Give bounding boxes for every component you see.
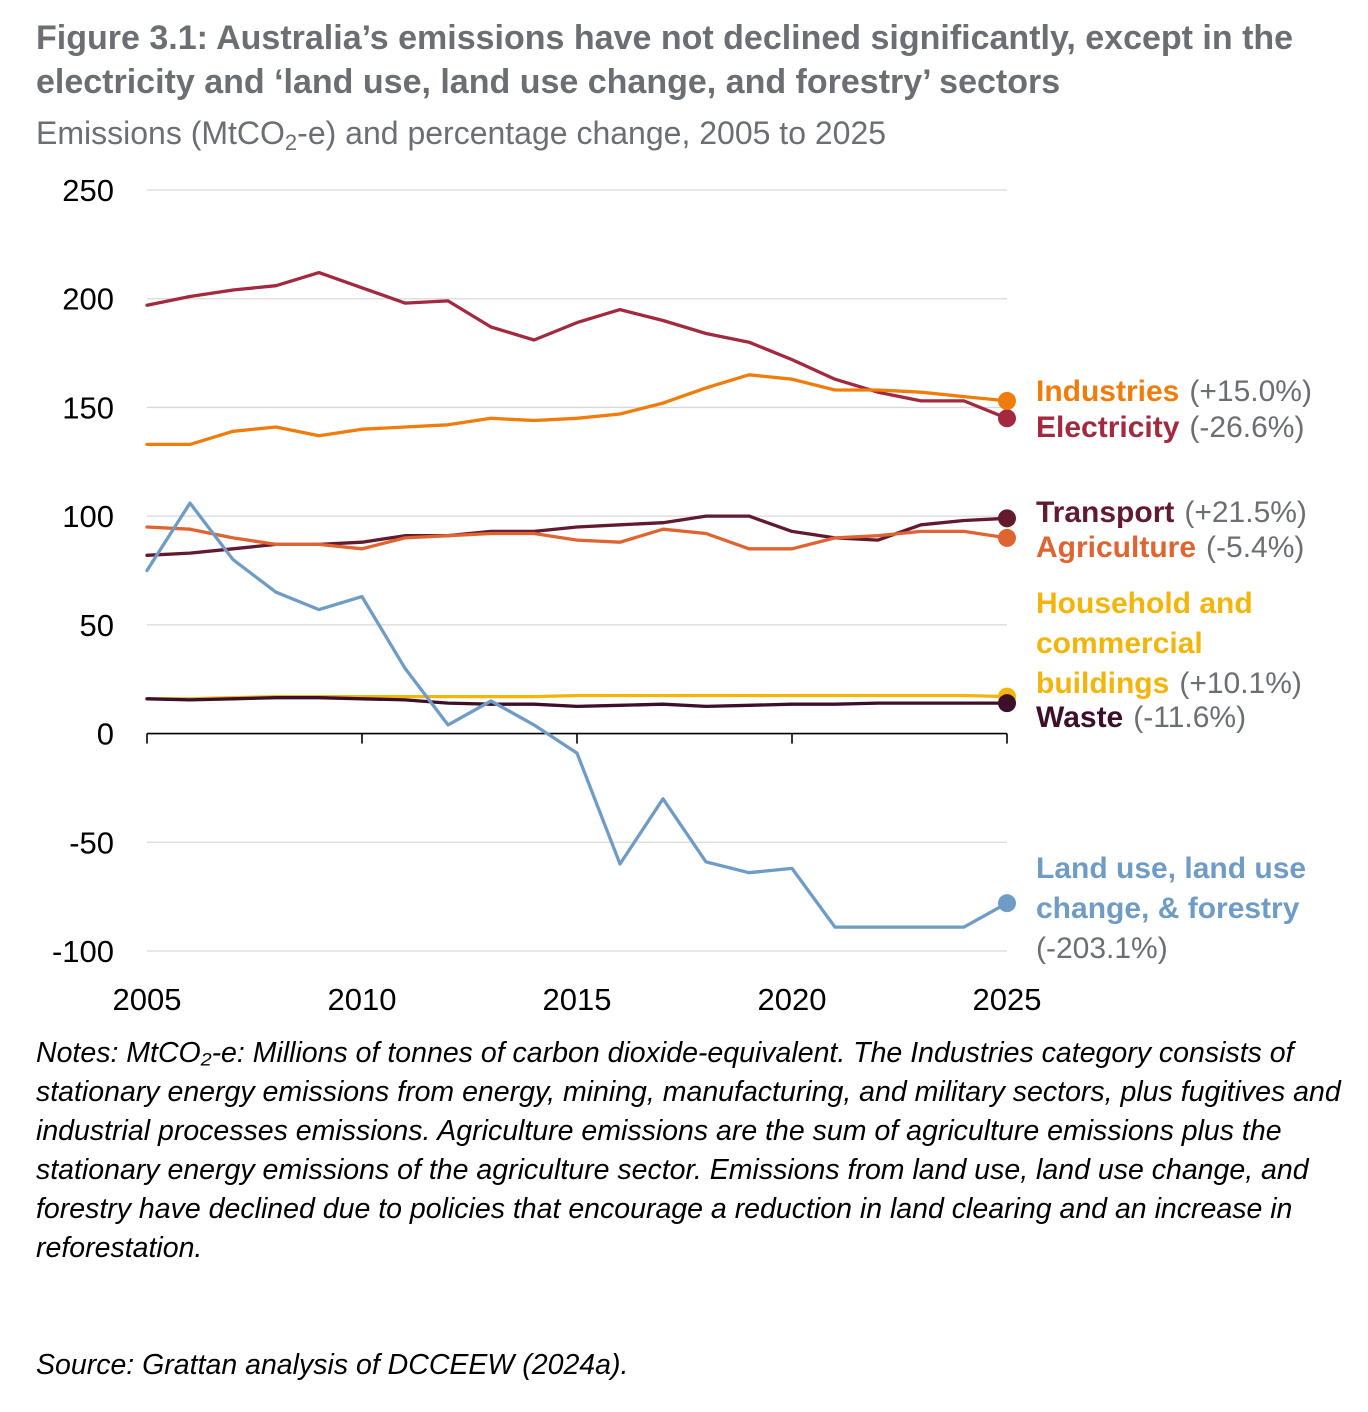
series-name-line: Land use, land use [1036,852,1306,885]
y-tick-label: 150 [62,390,114,425]
series-name-line: Household and [1036,587,1253,620]
x-tick-label: 2010 [328,982,397,1017]
chart-notes: Notes: MtCO₂-e: Millions of tonnes of ca… [36,1037,1341,1264]
series-end-marker-5 [998,694,1016,713]
x-tick-label: 2025 [973,982,1042,1017]
series-line-3 [145,525,1009,551]
x-tick-label: 2015 [543,982,612,1017]
series-name-line: Transport [1036,496,1174,529]
subtitle-part-2: -e) and percentage change, 2005 to 2025 [297,115,887,151]
series-name-line: Electricity [1036,411,1180,444]
series-change: (+15.0%) [1189,375,1312,408]
y-tick-label: 50 [80,608,114,643]
series-change: (-26.6%) [1189,411,1304,444]
x-tick-label: 2005 [113,982,182,1017]
y-tick-label: 100 [62,499,114,534]
series-label-4: Household and commercial buildings (+10.1%) [1036,587,1302,700]
series-change: (-203.1%) [1036,932,1168,965]
series-name-line: commercial [1036,627,1203,660]
y-axis: -100 -50 0 50 100 150 200 250 [52,173,114,969]
y-tick-label: 0 [97,717,114,752]
series-line-6 [145,501,1009,929]
series-lines [145,270,1016,929]
series-end-marker-0 [998,409,1016,428]
y-tick-label: -100 [52,934,114,969]
series-end-marker-1 [998,391,1016,410]
series-label-1: Industries (+15.0%) [1036,375,1312,408]
subtitle-subscript: 2 [284,130,298,155]
series-label-2: Transport (+21.5%) [1036,496,1307,529]
y-tick-label: 200 [62,282,114,317]
x-tick-label: 2020 [758,982,827,1017]
chart-subtitle: Emissions (MtCO2-e) and percentage chang… [36,112,1346,154]
series-end-marker-3 [998,528,1016,547]
chart-title: Figure 3.1: Australia’s emissions have n… [36,19,1294,101]
series-name-line: Agriculture [1036,531,1196,564]
series-name-line: change, & forestry [1036,892,1300,925]
gridlines [147,189,1007,952]
series-label-0: Electricity (-26.6%) [1036,411,1304,444]
series-name-line: Waste [1036,701,1123,734]
chart-source: Source: Grattan analysis of DCCEEW (2024… [36,1349,629,1381]
y-tick-label: -50 [69,825,114,860]
series-name-line: buildings [1036,667,1169,700]
series-end-marker-2 [998,509,1016,528]
series-change: (-11.6%) [1133,701,1246,734]
y-tick-label: 250 [62,173,114,208]
series-line-5 [145,696,1009,709]
series-label-5: Waste (-11.6%) [1036,701,1246,734]
series-label-3: Agriculture (-5.4%) [1036,531,1304,564]
series-change: (+10.1%) [1179,667,1302,700]
series-name-line: Industries [1036,375,1179,408]
series-end-marker-6 [998,894,1016,913]
series-change: (+21.5%) [1184,496,1307,529]
series-change: (-5.4%) [1206,531,1304,564]
subtitle-part-1: Emissions (MtCO [36,115,285,151]
series-line-0 [145,270,1009,420]
series-labels: Electricity (-26.6%) Industries (+15.0%) Tra… [1036,375,1312,965]
series-label-6: Land use, land use change, & forestry (-20… [1036,852,1306,965]
series-line-1 [145,373,1009,447]
x-axis: 2005 2010 2015 2020 2025 [113,732,1042,1017]
